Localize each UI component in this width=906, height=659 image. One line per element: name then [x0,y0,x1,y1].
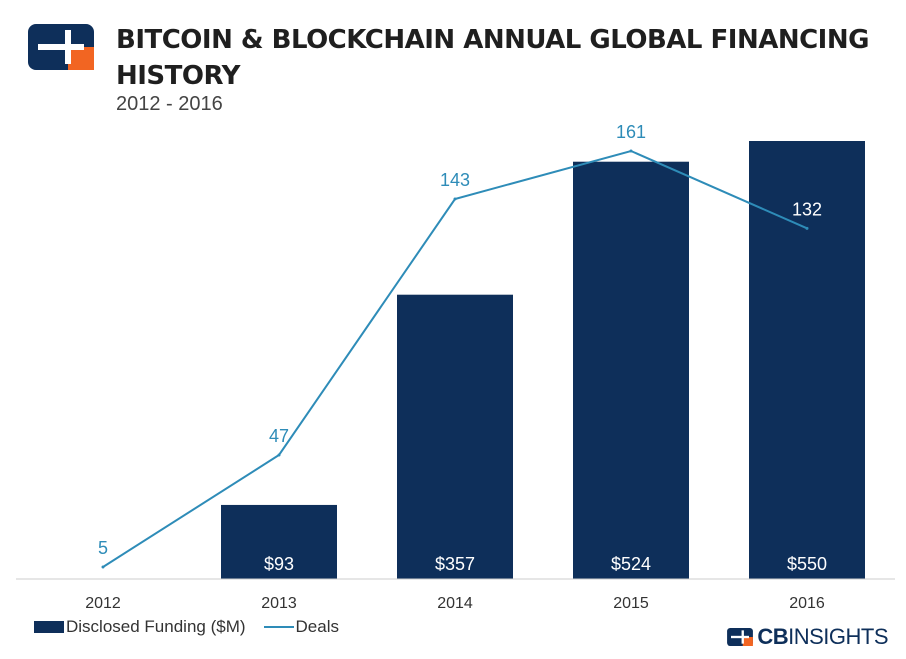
deals-point-2015 [629,149,633,153]
chart-subtitle: 2012 - 2016 [116,93,223,115]
bar-2013 [221,504,337,579]
bar-2014 [397,294,513,579]
deals-label-2012: 5 [98,538,108,558]
bar-label-2016: $550 [787,554,827,574]
bar-label-2014: $357 [435,554,475,574]
x-tick-label-2014: 2014 [437,595,473,612]
bar-label-2015: $524 [611,554,651,574]
brand-suffix: INSIGHTS [788,624,888,649]
x-tick-label-2016: 2016 [789,595,825,612]
x-tick-label-2015: 2015 [613,595,649,612]
bar-2015 [573,161,689,580]
bar-label-2013: $93 [264,554,294,574]
deals-point-2016 [805,226,809,230]
deals-point-2013 [277,453,281,457]
brand-prefix: CB [757,624,789,649]
deals-point-2014 [453,197,457,201]
deals-label-2013: 47 [269,426,289,446]
x-tick-label-2012: 2012 [85,595,121,612]
deals-label-2015: 161 [616,122,646,142]
bar-2016 [749,141,865,579]
brand-logo: CB INSIGHTS [727,624,888,650]
legend-bar-label: Disclosed Funding ($M) [66,617,246,636]
legend: Disclosed Funding ($M) Deals [34,617,339,637]
chart-title: BITCOIN & BLOCKCHAIN ANNUAL GLOBAL FINAN… [116,25,869,91]
legend-line-swatch [263,626,294,628]
deals-label-2016: 132 [792,199,822,219]
cb-logo-icon [28,24,94,70]
x-tick-label-2013: 2013 [261,595,297,612]
cb-brand-icon [727,628,754,646]
legend-bar-swatch [34,621,64,633]
deals-point-2012 [101,565,105,569]
deals-label-2014: 143 [440,170,470,190]
legend-line-label: Deals [295,617,339,636]
